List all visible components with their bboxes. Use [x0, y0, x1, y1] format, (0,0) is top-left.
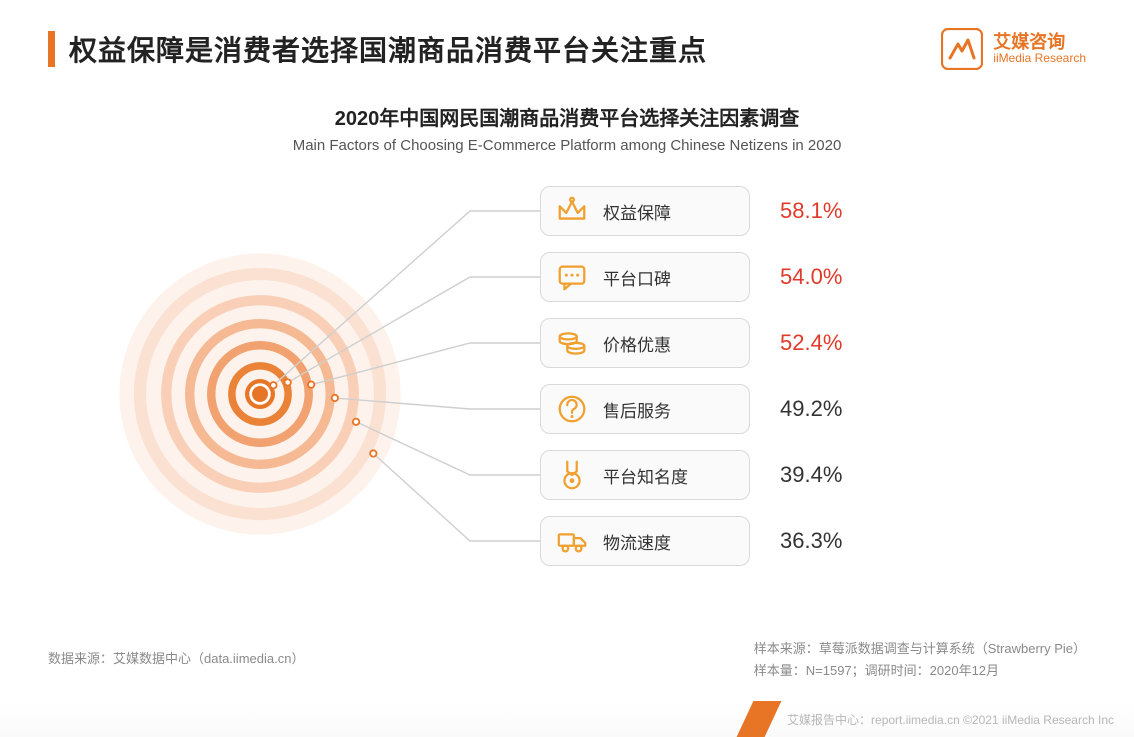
header: 权益保障是消费者选择国潮商品消费平台关注重点 艾媒咨询 iiMedia Rese…: [0, 0, 1134, 70]
subtitle-en: Main Factors of Choosing E-Commerce Plat…: [0, 137, 1134, 154]
medal-icon: [555, 458, 589, 492]
footer-report-center: 艾媒报告中心：report.iimedia.cn ©2021 iiMedia R…: [787, 711, 1114, 728]
factor-value: 52.4%: [780, 330, 870, 356]
footnote-sample-n: 样本量：N=1597；调研时间：2020年12月: [754, 660, 1086, 682]
truck-icon: [555, 524, 589, 558]
factor-pill: 平台口碑: [540, 252, 750, 302]
title-wrap: 权益保障是消费者选择国潮商品消费平台关注重点: [48, 29, 707, 69]
concentric-rings: [110, 244, 410, 544]
brand-name-en: iiMedia Research: [993, 52, 1086, 65]
subtitle: 2020年中国网民国潮商品消费平台选择关注因素调查 Main Factors o…: [0, 102, 1134, 154]
brand-icon: [941, 28, 983, 70]
factor-pill: 平台知名度: [540, 450, 750, 500]
question-icon: [555, 392, 589, 426]
factor-list: 权益保障58.1% 平台口碑54.0% 价格优惠52.4% 售后服务49.2% …: [540, 186, 870, 566]
factor-value: 58.1%: [780, 198, 870, 224]
subtitle-cn: 2020年中国网民国潮商品消费平台选择关注因素调查: [0, 102, 1134, 131]
brand-text: 艾媒咨询 iiMedia Research: [993, 33, 1086, 66]
factor-row: 售后服务 49.2%: [540, 384, 870, 434]
footer-bar: 艾媒报告中心：report.iimedia.cn ©2021 iiMedia R…: [0, 701, 1134, 737]
accent-bar: [48, 31, 55, 67]
factor-row: 物流速度 36.3%: [540, 516, 870, 566]
factor-row: 平台知名度 39.4%: [540, 450, 870, 500]
footnote-sample-source: 样本来源：草莓派数据调查与计算系统（Strawberry Pie）: [754, 638, 1086, 660]
coins-icon: [555, 326, 589, 360]
footnote-source: 数据来源：艾媒数据中心（data.iimedia.cn）: [48, 648, 304, 667]
factor-pill: 售后服务: [540, 384, 750, 434]
factor-value: 36.3%: [780, 528, 870, 554]
crown-icon: [555, 194, 589, 228]
footer-bar-accent: [737, 701, 782, 737]
factor-label: 物流速度: [603, 529, 671, 554]
factor-label: 平台知名度: [603, 463, 688, 488]
factor-pill: 价格优惠: [540, 318, 750, 368]
factor-pill: 权益保障: [540, 186, 750, 236]
factor-value: 39.4%: [780, 462, 870, 488]
factor-value: 49.2%: [780, 396, 870, 422]
brand-name-cn: 艾媒咨询: [993, 33, 1086, 53]
factor-row: 平台口碑 54.0%: [540, 252, 870, 302]
chat-icon: [555, 260, 589, 294]
factor-label: 售后服务: [603, 397, 671, 422]
diagram: 权益保障58.1% 平台口碑54.0% 价格优惠52.4% 售后服务49.2% …: [0, 174, 1134, 594]
factor-row: 权益保障 58.1%: [540, 186, 870, 236]
brand-logo: 艾媒咨询 iiMedia Research: [941, 28, 1086, 70]
factor-row: 价格优惠 52.4%: [540, 318, 870, 368]
factor-label: 权益保障: [603, 199, 671, 224]
factor-label: 平台口碑: [603, 265, 671, 290]
factor-value: 54.0%: [780, 264, 870, 290]
factor-label: 价格优惠: [603, 331, 671, 356]
page-title: 权益保障是消费者选择国潮商品消费平台关注重点: [69, 29, 707, 69]
footnote-sample: 样本来源：草莓派数据调查与计算系统（Strawberry Pie） 样本量：N=…: [754, 638, 1086, 682]
factor-pill: 物流速度: [540, 516, 750, 566]
